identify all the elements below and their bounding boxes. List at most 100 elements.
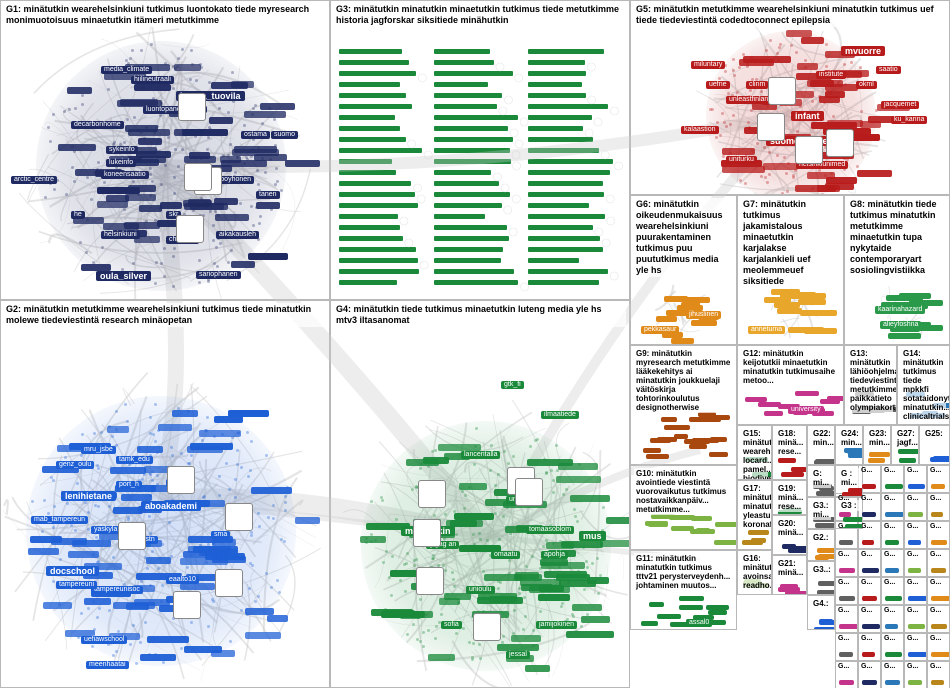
node-label: oula_silver <box>96 271 151 281</box>
panel-tiny: G... <box>927 605 950 633</box>
node-label-minor <box>885 540 899 545</box>
node-label: uefiawschool <box>81 636 127 644</box>
node-label-minor <box>839 512 851 517</box>
panel-title: G... <box>928 522 949 532</box>
node-label-minor <box>656 316 677 322</box>
panel-title: G... <box>928 634 949 644</box>
panel-title: G11: minätutkin minatutkin tutkimus tttv… <box>634 553 733 591</box>
node-label: he <box>71 211 85 219</box>
node-label: okml <box>856 81 877 89</box>
node-label: lenihietane <box>61 491 116 501</box>
node-label-minor <box>714 540 737 545</box>
node-label: saatio <box>876 66 901 74</box>
node-label-minor <box>81 264 111 271</box>
node-label-minor <box>742 540 763 545</box>
panel-tiny: G... <box>881 661 904 688</box>
panel-title: G... <box>859 522 880 532</box>
node-label-minor <box>885 512 904 517</box>
node-label: jihuslinen <box>686 311 721 319</box>
panel-tiny: G... <box>881 577 904 605</box>
node-label-minor <box>147 636 189 643</box>
node-label-minor <box>641 621 658 626</box>
node-label-minor <box>899 458 916 463</box>
panel-small: G3..: <box>807 561 835 595</box>
node-label-minor <box>541 562 585 569</box>
node-label-minor <box>187 446 223 453</box>
panel-small: G13: minätutkin lähiöohjelma tiedeviesti… <box>844 345 897 425</box>
node-label-minor <box>810 80 834 87</box>
panel-tiny: G... <box>835 661 858 688</box>
node-label-minor <box>839 652 853 657</box>
panel-title: G... <box>928 578 949 588</box>
node-label-minor <box>839 624 858 629</box>
node-label: sma <box>211 531 230 539</box>
node-label-minor <box>664 425 691 430</box>
panel-small: G15: minätut... weareh... locard... pame… <box>737 425 772 480</box>
node-label-minor <box>228 410 269 417</box>
node-label-minor <box>125 194 157 201</box>
panel-title: G27: jagf... <box>895 428 915 448</box>
node-label-minor <box>862 596 877 601</box>
panel-title: G... <box>905 494 926 504</box>
node-label-minor <box>764 297 792 303</box>
node-label-minor <box>745 397 767 402</box>
node-label-minor <box>650 438 671 443</box>
panel-tiny: G... <box>904 521 927 549</box>
node-label-minor <box>815 523 835 528</box>
node-label: tampereuni <box>56 581 97 589</box>
node-label-minor <box>158 424 192 431</box>
node-label-minor <box>862 512 876 517</box>
node-label-minor <box>406 459 439 466</box>
node-label-minor <box>885 484 903 489</box>
panel-title: G... <box>928 550 949 560</box>
node-label: docschool <box>46 566 99 576</box>
node-label-minor <box>649 602 663 607</box>
avatar-icon <box>118 522 146 550</box>
panel-title: G17: minätut... minatut... yleastu... ko… <box>741 483 768 530</box>
node-label-minor <box>931 596 950 601</box>
panel-tiny: G... <box>858 633 881 661</box>
panel-g6: G6: minätutkin oikeudenmukaisuus wearehe… <box>630 195 737 345</box>
avatar-icon <box>795 136 823 164</box>
avatar-icon <box>416 567 444 595</box>
node-label-minor <box>843 517 863 522</box>
node-label-minor <box>220 156 241 163</box>
panel-title: G15: minätut... weareh... locard... pame… <box>741 428 768 480</box>
node-label: aboakademi <box>141 501 201 511</box>
node-label-minor <box>908 568 921 573</box>
node-label-minor <box>839 680 854 685</box>
node-label: tomaasoblom <box>526 526 574 534</box>
panel-tiny: G... <box>927 577 950 605</box>
node-label-minor <box>931 568 946 573</box>
node-label-minor <box>184 203 228 210</box>
node-label: omaatu <box>491 551 520 559</box>
panel-title: G... <box>859 606 880 616</box>
node-label-minor <box>160 202 182 209</box>
panel-title: G12: minätutkin keijotutkii minaetutkin … <box>741 348 840 386</box>
node-label-minor <box>800 310 837 316</box>
panel-small: G25: <box>919 425 950 465</box>
node-label-minor <box>818 554 835 559</box>
node-label-minor <box>827 120 863 127</box>
node-label-minor <box>174 64 202 71</box>
node-label-minor <box>908 484 925 489</box>
node-label: kalaastion <box>681 126 719 134</box>
panel-tiny: G... <box>927 661 950 688</box>
panel-title: G... <box>859 662 880 672</box>
node-label-minor <box>885 624 898 629</box>
node-label-minor <box>763 163 798 170</box>
node-label-minor <box>931 540 947 545</box>
panel-title: G... <box>859 578 880 588</box>
panel-small: G9: minätutkin myresearch metutkimme lää… <box>630 345 737 465</box>
node-label: mru_jsbe <box>81 446 116 454</box>
panel-tiny: G... <box>927 493 950 521</box>
panel-title: G... <box>905 522 926 532</box>
panel-title: G... <box>928 466 949 476</box>
node-label-minor <box>778 587 800 592</box>
panel-small: G27: jagf... <box>891 425 919 465</box>
node-label-minor <box>715 522 737 527</box>
panel-tiny: G... <box>881 493 904 521</box>
node-label-minor <box>839 596 855 601</box>
panel-title: G... <box>882 494 903 504</box>
node-label: pekkasaur <box>641 326 679 334</box>
